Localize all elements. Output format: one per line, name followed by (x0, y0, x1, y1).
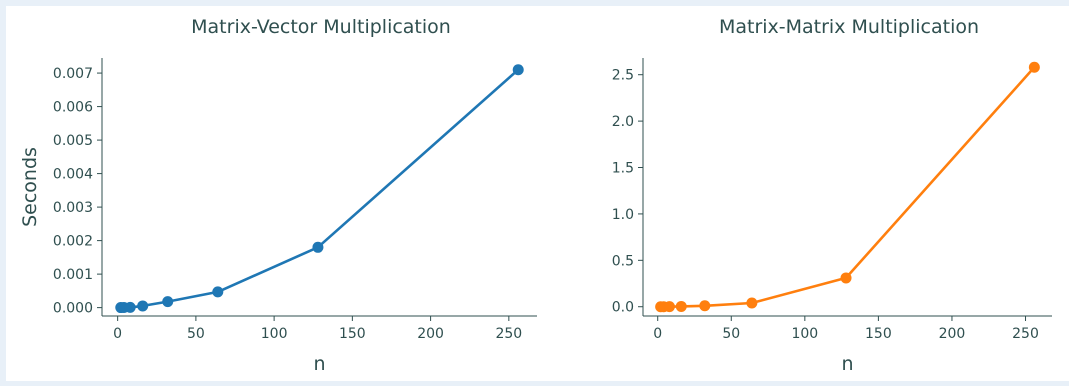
data-point (699, 300, 711, 312)
y-tick-label: 0.000 (53, 301, 93, 317)
x-tick-label: 250 (495, 326, 522, 342)
data-point (212, 286, 224, 298)
data-point (162, 296, 174, 308)
x-tick-label: 0 (653, 326, 662, 342)
chart-title: Matrix-Vector Multiplication (191, 16, 451, 38)
x-tick-label: 200 (939, 326, 966, 342)
y-tick-label: 0.006 (53, 100, 93, 116)
x-axis-label: n (841, 353, 853, 375)
y-tick-label: 0.004 (53, 167, 93, 183)
y-tick-label: 0.0 (612, 300, 634, 316)
data-point (137, 300, 149, 312)
y-tick-label: 2.5 (612, 68, 634, 84)
chart-title: Matrix-Matrix Multiplication (719, 16, 979, 38)
data-point (746, 297, 758, 309)
x-tick-label: 50 (187, 326, 205, 342)
x-tick-label: 200 (417, 326, 444, 342)
y-axis-label: Seconds (19, 147, 41, 227)
figure-canvas: Matrix-Vector Multiplication0.0000.0010.… (19, 16, 1052, 375)
series-line (660, 66, 1036, 309)
data-point (840, 272, 852, 284)
x-tick-label: 0 (113, 326, 122, 342)
x-tick-label: 150 (865, 326, 892, 342)
x-axis-label: n (313, 353, 325, 375)
chart-matrix-vector: Matrix-Vector Multiplication 0.000 0.001 0.… (19, 16, 537, 375)
data-point (663, 301, 675, 313)
y-tick-label: 0.003 (53, 200, 93, 216)
y-tick-label: 0.002 (53, 234, 93, 250)
y-tick-label: 0.007 (53, 66, 93, 82)
x-tick-label: 250 (1012, 326, 1039, 342)
data-point (675, 300, 687, 312)
x-tick-label: 150 (339, 326, 366, 342)
y-tick-label: 0.001 (53, 267, 93, 283)
y-tick-label: 1.0 (612, 207, 634, 223)
data-point (512, 64, 524, 76)
x-tick-label: 100 (791, 326, 818, 342)
data-point (1028, 61, 1040, 73)
y-tick-label: 1.5 (612, 161, 634, 177)
figure: Matrix-Vector Multiplication 0.000 0.001 0.… (6, 6, 1069, 381)
x-tick-label: 50 (722, 326, 740, 342)
y-tick-label: 0.005 (53, 133, 93, 149)
y-tick-label: 2.0 (612, 114, 634, 130)
series-line (120, 68, 520, 309)
x-tick-label: 100 (261, 326, 288, 342)
data-point (124, 301, 136, 313)
data-point (312, 241, 324, 253)
y-tick-label: 0.5 (612, 253, 634, 269)
chart-matrix-matrix: Matrix-Matrix Multiplication 0.0 0.5 1.0 1.5… (612, 16, 1052, 375)
